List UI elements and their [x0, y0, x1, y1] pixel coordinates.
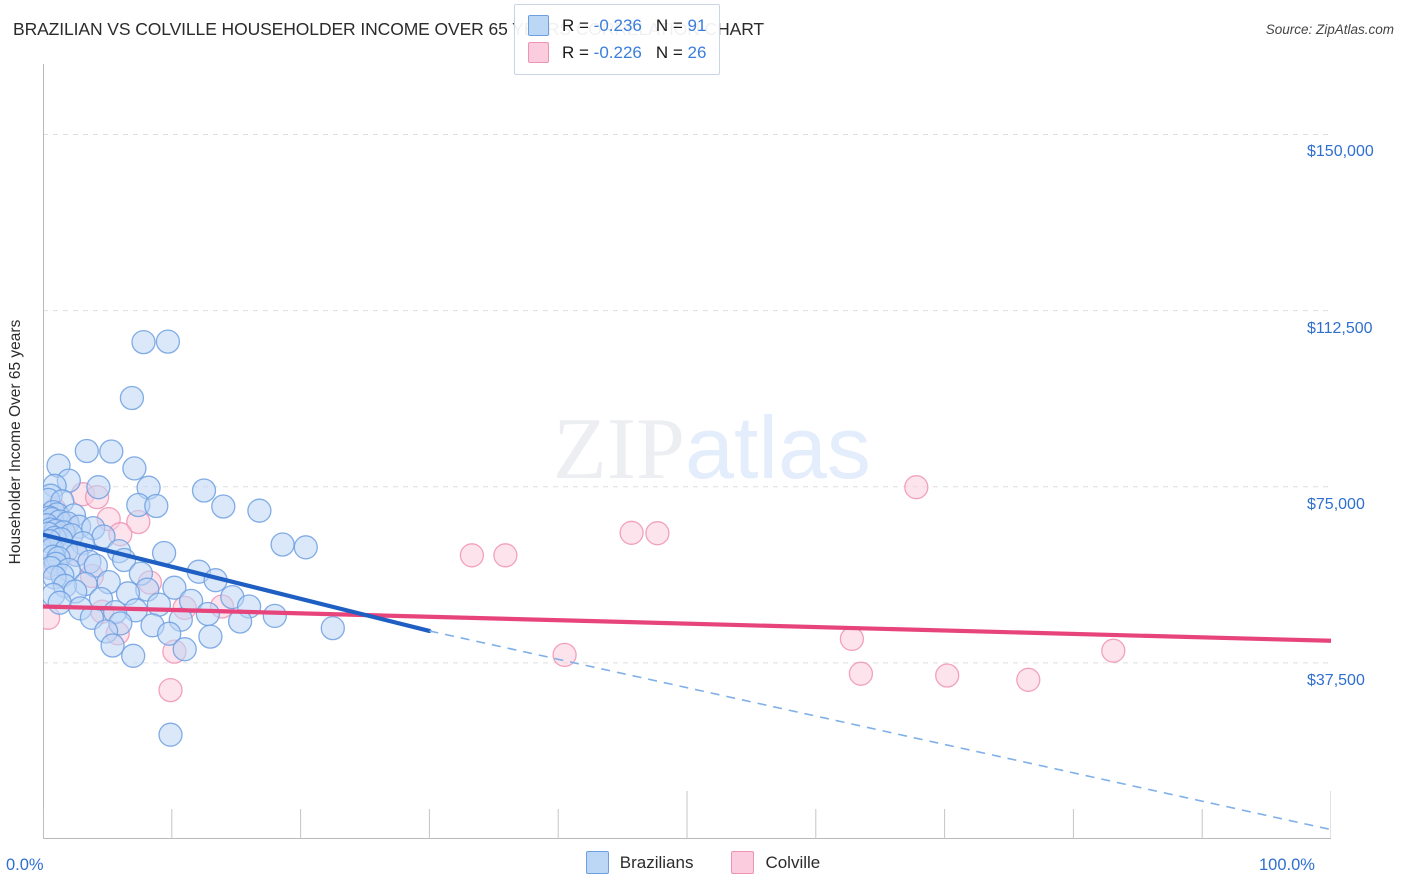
n-label-pink: N =: [655, 42, 688, 62]
colville-trendline: [43, 604, 1331, 643]
legend-swatch-pink: [528, 42, 549, 63]
legend-label-brazilians: Brazilians: [619, 852, 694, 872]
x-tick-label: 0.0%: [6, 856, 44, 874]
y-tick-label: $150,000: [1307, 143, 1374, 161]
colville-points: [43, 475, 1126, 703]
correlation-row-brazilians: R = -0.236 N = 91: [528, 12, 706, 39]
y-tick-label: $112,500: [1307, 319, 1373, 337]
axis-lines: [43, 64, 1331, 839]
n-value-pink: 26: [687, 42, 707, 62]
legend-swatch-blue: [528, 15, 549, 36]
x-tick-label: 100.0%: [1259, 856, 1315, 874]
n-value-blue: 91: [687, 15, 707, 35]
legend-swatch-brazilians: [585, 851, 609, 874]
legend-item-brazilians[interactable]: Brazilians: [585, 851, 694, 874]
legend-label-colville: Colville: [765, 852, 821, 872]
correlation-legend: R = -0.236 N = 91 R = -0.226 N = 26: [514, 4, 721, 75]
scatter-plot-svg: [43, 64, 1331, 839]
r-value-blue: -0.236: [593, 15, 642, 35]
r-value-pink: -0.226: [593, 42, 642, 62]
correlation-text-pink: R = -0.226 N = 26: [562, 43, 706, 63]
plot-area: $150,000 $112,500 $75,000 $37,500 0.0% 100.0%: [6, 64, 1374, 874]
legend-swatch-colville: [731, 851, 755, 874]
y-tick-label: $37,500: [1307, 671, 1365, 689]
correlation-text-blue: R = -0.236 N = 91: [562, 16, 706, 36]
series-legend: Brazilians Colville: [0, 851, 1406, 874]
source-label: Source: ZipAtlas.com: [1265, 22, 1394, 37]
brazilians-trendline: [43, 532, 1331, 831]
brazilians-points: [43, 329, 345, 747]
r-label-pink: R =: [562, 42, 594, 62]
r-label-blue: R =: [562, 15, 594, 35]
x-tick-marks: [43, 791, 1331, 839]
y-tick-label: $75,000: [1307, 495, 1365, 513]
gridlines: [43, 133, 1331, 664]
y-axis-title: Householder Income Over 65 years: [7, 319, 24, 565]
legend-item-colville[interactable]: Colville: [731, 851, 820, 874]
n-label-blue: N =: [655, 15, 688, 35]
correlation-row-colville: R = -0.226 N = 26: [528, 39, 706, 66]
